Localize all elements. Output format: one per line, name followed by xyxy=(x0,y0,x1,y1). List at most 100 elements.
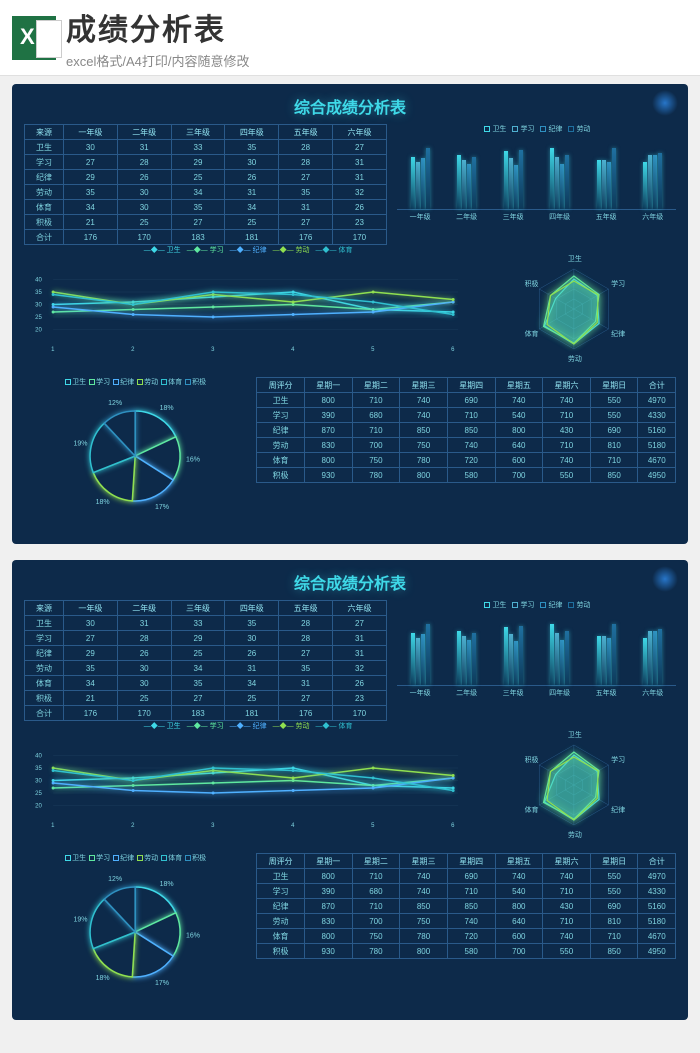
page-subtitle: excel格式/A4打印/内容随意修改 xyxy=(66,51,688,70)
svg-text:20: 20 xyxy=(35,804,42,810)
svg-text:17%: 17% xyxy=(155,980,169,987)
glow-ornament xyxy=(652,566,678,592)
table-row: 卫生8007107406907407405504970 xyxy=(257,393,676,408)
line-chart: —◆— 卫生—◆— 学习—◆— 纪律—◆— 劳动—◆— 体育2025303540… xyxy=(24,721,472,851)
table-row: 体育343035343126 xyxy=(25,200,387,215)
table-row: 合计176170183181176170 xyxy=(25,706,387,721)
svg-text:40: 40 xyxy=(35,754,42,760)
table-row: 卫生8007107406907407405504970 xyxy=(257,869,676,884)
svg-text:学习: 学习 xyxy=(611,279,625,288)
svg-text:卫生: 卫生 xyxy=(568,730,582,739)
table-row: 体育8007507807206007407104670 xyxy=(257,929,676,944)
table-row: 劳动353034313532 xyxy=(25,185,387,200)
svg-text:40: 40 xyxy=(35,278,42,284)
bar-legend: 卫生学习纪律劳动 xyxy=(397,124,676,134)
pie-chart: 卫生学习纪律劳动体育积极18%16%17%18%19%12% xyxy=(24,377,246,532)
pie-chart: 卫生学习纪律劳动体育积极 18% 16% 17% 18% 19% 12% xyxy=(24,853,246,1008)
svg-text:体育: 体育 xyxy=(525,329,539,338)
excel-icon: X xyxy=(12,16,56,60)
svg-text:18%: 18% xyxy=(160,405,174,412)
svg-text:3: 3 xyxy=(211,347,215,352)
svg-text:20: 20 xyxy=(35,328,42,334)
dashboard-panel-2: 综合成绩分析表来源一年级二年级三年级四年级五年级六年级卫生30313335282… xyxy=(12,560,688,1020)
bar-group xyxy=(411,624,430,685)
svg-text:卫生: 卫生 xyxy=(568,254,582,263)
table-row: 合计176170183181176170 xyxy=(25,230,387,245)
svg-text:积极: 积极 xyxy=(525,755,539,764)
week-table: 周评分星期一星期二星期三星期四星期五星期六星期日合计卫生800710740690… xyxy=(256,853,676,1008)
svg-text:25: 25 xyxy=(35,315,42,321)
svg-text:4: 4 xyxy=(291,823,295,828)
line-legend: —◆— 卫生—◆— 学习—◆— 纪律—◆— 劳动—◆— 体育 xyxy=(24,245,472,255)
svg-text:19%: 19% xyxy=(73,441,87,448)
table-row: 卫生303133352827 xyxy=(25,616,387,631)
line-chart: —◆— 卫生—◆— 学习—◆— 纪律—◆— 劳动—◆— 体育 20 25 30 35 40… xyxy=(24,245,472,375)
bar-group xyxy=(457,631,476,685)
table-row: 体育8007507807206007407104670 xyxy=(257,453,676,468)
bar-chart: 卫生学习纪律劳动一年级二年级三年级四年级五年级六年级 xyxy=(397,124,676,239)
table-row: 体育343035343126 xyxy=(25,676,387,691)
svg-text:2: 2 xyxy=(131,347,135,352)
svg-text:35: 35 xyxy=(35,290,42,296)
bar-chart: 卫生学习纪律劳动一年级二年级三年级四年级五年级六年级 xyxy=(397,600,676,715)
radar-chart: 卫生学习纪律劳动 体育 积极 xyxy=(472,721,676,851)
pie-legend: 卫生学习纪律劳动体育积极 xyxy=(24,377,246,387)
bar-group xyxy=(643,153,662,209)
svg-text:17%: 17% xyxy=(155,504,169,511)
line-legend: —◆— 卫生—◆— 学习—◆— 纪律—◆— 劳动—◆— 体育 xyxy=(24,721,472,731)
grade-table: 来源一年级二年级三年级四年级五年级六年级卫生303133352827学习2728… xyxy=(24,124,387,239)
table-row: 积极9307808005807005508504950 xyxy=(257,944,676,959)
svg-text:1: 1 xyxy=(51,347,55,352)
table-row: 学习3906807407105407105504330 xyxy=(257,884,676,899)
svg-text:1: 1 xyxy=(51,823,55,828)
table-row: 纪律8707108508508004306905160 xyxy=(257,899,676,914)
page-header: X 成绩分析表 excel格式/A4打印/内容随意修改 xyxy=(0,0,700,76)
svg-text:16%: 16% xyxy=(186,933,200,940)
svg-text:19%: 19% xyxy=(73,917,87,924)
svg-text:6: 6 xyxy=(451,823,455,828)
svg-text:16%: 16% xyxy=(186,457,200,464)
bar-group xyxy=(643,629,662,685)
pie-legend: 卫生学习纪律劳动体育积极 xyxy=(24,853,246,863)
svg-text:6: 6 xyxy=(451,347,455,352)
svg-text:劳动: 劳动 xyxy=(568,830,582,839)
table-row: 积极212527252723 xyxy=(25,215,387,230)
svg-text:劳动: 劳动 xyxy=(568,354,582,363)
table-row: 卫生303133352827 xyxy=(25,140,387,155)
table-row: 学习272829302831 xyxy=(25,631,387,646)
table-row: 积极212527252723 xyxy=(25,691,387,706)
svg-text:学习: 学习 xyxy=(611,755,625,764)
svg-text:3: 3 xyxy=(211,823,215,828)
svg-text:纪律: 纪律 xyxy=(611,329,625,338)
svg-text:18%: 18% xyxy=(96,975,110,982)
table-row: 劳动8307007507406407108105180 xyxy=(257,914,676,929)
svg-text:体育: 体育 xyxy=(525,805,539,814)
glow-ornament xyxy=(652,90,678,116)
svg-text:积极: 积极 xyxy=(525,279,539,288)
dashboard-panel-1: 综合成绩分析表来源一年级二年级三年级四年级五年级六年级卫生30313335282… xyxy=(12,84,688,544)
table-row: 劳动353034313532 xyxy=(25,661,387,676)
table-row: 学习272829302831 xyxy=(25,155,387,170)
bar-group xyxy=(597,624,616,685)
grade-table: 来源一年级二年级三年级四年级五年级六年级卫生303133352827学习2728… xyxy=(24,600,387,715)
svg-text:12%: 12% xyxy=(108,876,122,883)
bar-group xyxy=(411,148,430,209)
bar-group xyxy=(550,624,569,685)
svg-text:25: 25 xyxy=(35,791,42,797)
bar-group xyxy=(504,150,523,210)
svg-text:5: 5 xyxy=(371,823,375,828)
week-table: 周评分星期一星期二星期三星期四星期五星期六星期日合计卫生800710740690… xyxy=(256,377,676,532)
page-title: 成绩分析表 xyxy=(66,5,688,49)
panel-title: 综合成绩分析表 xyxy=(24,94,676,118)
radar-chart: 卫生学习纪律劳动 体育 积极 xyxy=(472,245,676,375)
svg-text:2: 2 xyxy=(131,823,135,828)
table-row: 劳动8307007507406407108105180 xyxy=(257,438,676,453)
svg-text:18%: 18% xyxy=(160,881,174,888)
svg-text:纪律: 纪律 xyxy=(611,805,625,814)
svg-text:30: 30 xyxy=(35,303,42,309)
svg-text:12%: 12% xyxy=(108,400,122,407)
svg-text:35: 35 xyxy=(35,766,42,772)
bar-group xyxy=(504,626,523,686)
bar-group xyxy=(597,148,616,209)
table-row: 学习3906807407105407105504330 xyxy=(257,408,676,423)
